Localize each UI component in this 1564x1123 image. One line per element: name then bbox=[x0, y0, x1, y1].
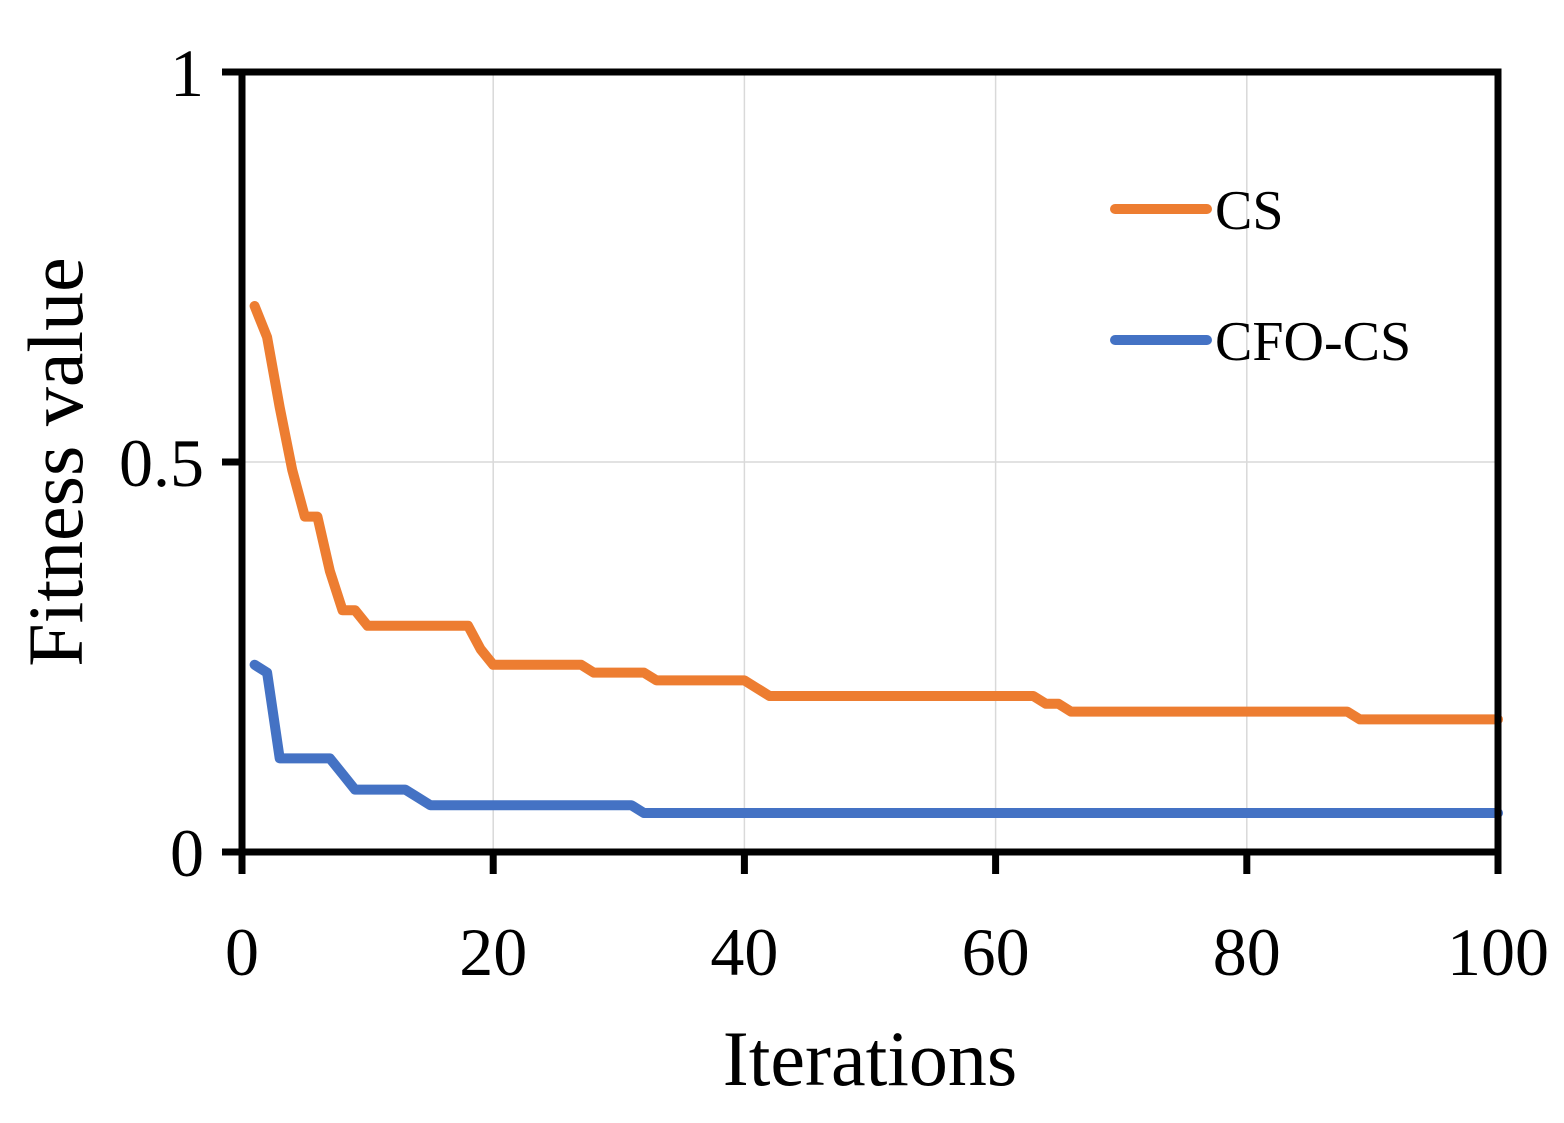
x-tick-label: 0 bbox=[225, 914, 259, 990]
series-line-cfo-cs bbox=[249, 659, 1503, 818]
y-tick-label: 0 bbox=[170, 815, 204, 891]
series-line-cs bbox=[249, 301, 1503, 725]
y-tick-label: 1 bbox=[170, 35, 204, 111]
x-tick-label: 100 bbox=[1447, 914, 1549, 990]
x-tick-label: 40 bbox=[710, 914, 778, 990]
y-tick-label: 0.5 bbox=[119, 425, 204, 501]
gridlines bbox=[242, 72, 1498, 852]
tick-labels: 0 0.5 1 0 20 40 60 80 100 bbox=[119, 35, 1549, 990]
y-axis-label: Fitness value bbox=[12, 257, 99, 666]
legend-label-cfo-cs: CFO-CS bbox=[1215, 311, 1411, 373]
axes bbox=[222, 68, 1502, 874]
legend: CS CFO-CS bbox=[1110, 180, 1411, 373]
x-tick-label: 80 bbox=[1213, 914, 1281, 990]
x-tick-label: 60 bbox=[962, 914, 1030, 990]
series-lines bbox=[249, 301, 1503, 818]
x-axis-label: Iterations bbox=[723, 1015, 1018, 1102]
legend-label-cs: CS bbox=[1215, 180, 1284, 242]
x-tick-label: 20 bbox=[459, 914, 527, 990]
